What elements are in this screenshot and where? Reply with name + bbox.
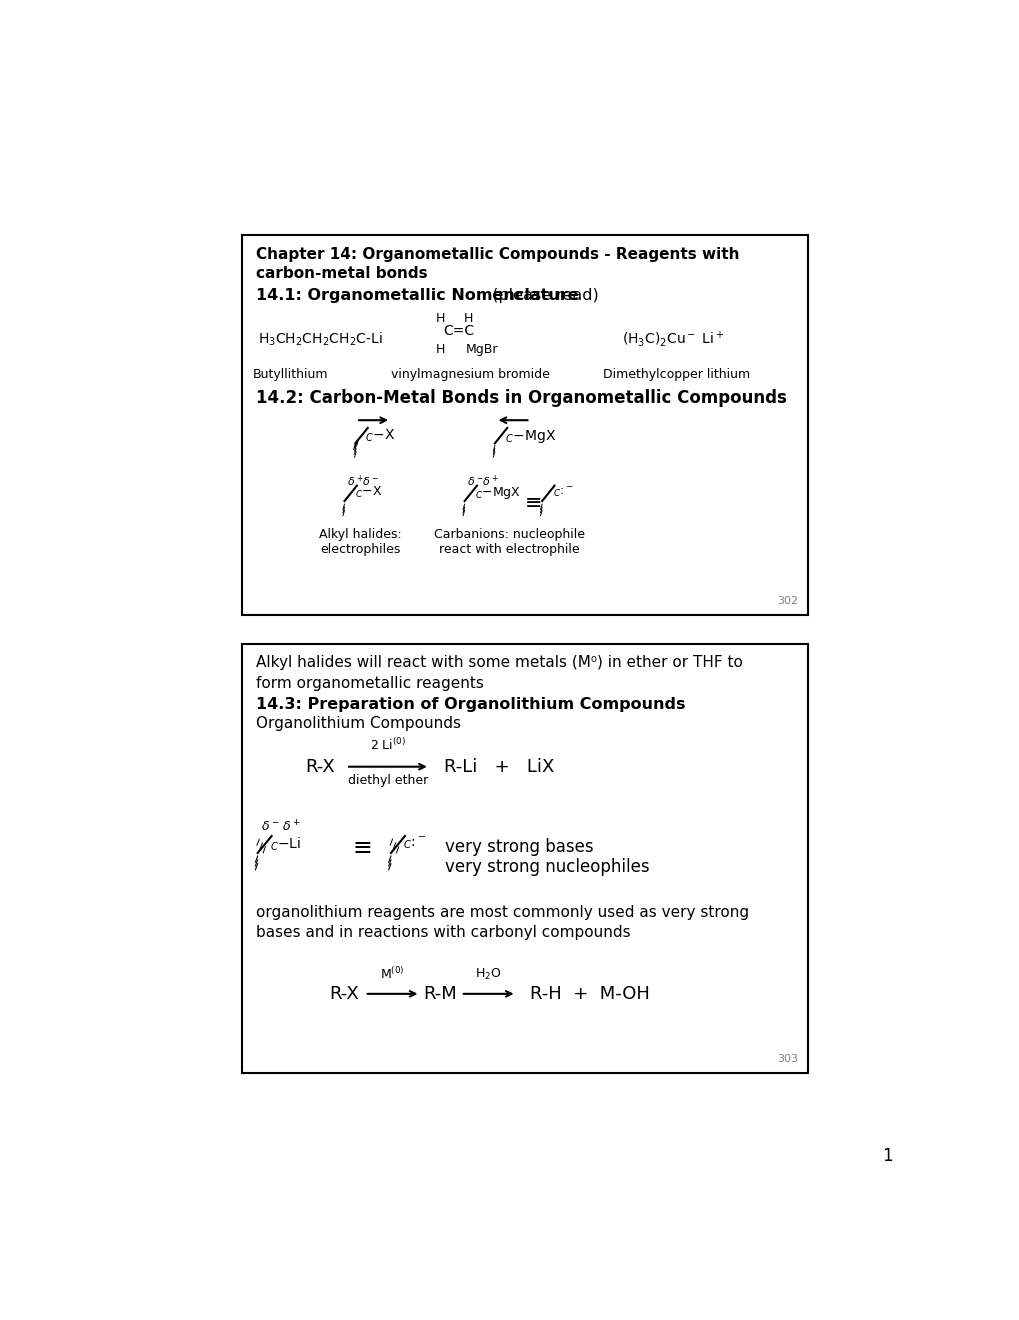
Text: Butyllithium: Butyllithium [253,368,328,381]
Text: 302: 302 [776,595,798,606]
Text: bases and in reactions with carbonyl compounds: bases and in reactions with carbonyl com… [256,925,630,940]
Text: carbon-metal bonds: carbon-metal bonds [256,267,427,281]
Text: 14.2: Carbon-Metal Bonds in Organometallic Compounds: 14.2: Carbon-Metal Bonds in Organometall… [256,389,787,408]
Text: R-M: R-M [423,985,457,1003]
Text: $_C$:$^-$: $_C$:$^-$ [552,484,574,499]
Text: $\delta^-\!\delta^+$: $\delta^-\!\delta^+$ [467,474,498,490]
Text: R-H  +  M-OH: R-H + M-OH [530,985,650,1003]
Text: $\!\!_C$−X: $\!\!_C$−X [366,428,395,445]
Text: (please read): (please read) [487,288,598,302]
Text: $_C$−MgX: $_C$−MgX [475,484,521,500]
Text: H$_3$CH$_2$CH$_2$CH$_2$C-Li: H$_3$CH$_2$CH$_2$CH$_2$C-Li [258,330,382,348]
Text: $\!\!_C$−MgX: $\!\!_C$−MgX [505,428,555,445]
Text: $_C$:$^-$: $_C$:$^-$ [403,836,426,853]
Text: M$^{(0)}$: M$^{(0)}$ [380,966,405,982]
Text: $\equiv$: $\equiv$ [520,491,541,511]
Text: H: H [435,343,445,356]
Text: C=C: C=C [443,323,475,338]
FancyBboxPatch shape [242,644,807,1073]
Text: organolithium reagents are most commonly used as very strong: organolithium reagents are most commonly… [256,906,749,920]
Text: form organometallic reagents: form organometallic reagents [256,676,484,690]
Text: H: H [464,312,473,325]
Text: 2 Li$^{(0)}$: 2 Li$^{(0)}$ [370,737,406,752]
Text: vinylmagnesium bromide: vinylmagnesium bromide [391,368,549,381]
FancyBboxPatch shape [242,235,807,615]
Text: $\delta^+\!\delta^-$: $\delta^+\!\delta^-$ [346,474,379,490]
Text: very strong bases
very strong nucleophiles: very strong bases very strong nucleophil… [445,838,649,876]
Text: 14.1: Organometallic Nomenclature: 14.1: Organometallic Nomenclature [256,288,578,302]
Text: diethyl ether: diethyl ether [347,775,428,788]
Text: Alkyl halides will react with some metals (M⁰) in ether or THF to: Alkyl halides will react with some metal… [256,655,742,671]
Text: $\delta^-\,\delta^+$: $\delta^-\,\delta^+$ [261,818,301,834]
Text: Alkyl halides:
electrophiles: Alkyl halides: electrophiles [318,528,401,556]
Text: $_C$−X: $_C$−X [355,484,382,500]
Text: Chapter 14: Organometallic Compounds - Reagents with: Chapter 14: Organometallic Compounds - R… [256,247,739,261]
Text: R-X: R-X [305,758,334,776]
Text: 303: 303 [776,1053,798,1064]
Text: $_C$−Li: $_C$−Li [270,836,301,854]
Text: Organolithium Compounds: Organolithium Compounds [256,715,461,731]
Text: Carbanions: nucleophile
react with electrophile: Carbanions: nucleophile react with elect… [434,528,585,556]
Text: H$_2$O: H$_2$O [475,966,501,982]
Text: 14.3: Preparation of Organolithium Compounds: 14.3: Preparation of Organolithium Compo… [256,697,685,713]
Text: (H$_3$C)$_2$Cu$^-$ Li$^+$: (H$_3$C)$_2$Cu$^-$ Li$^+$ [622,330,723,350]
Text: MgBr: MgBr [465,343,497,356]
Text: Dimethylcopper lithium: Dimethylcopper lithium [602,368,749,381]
Text: 1: 1 [880,1147,892,1164]
Text: H: H [435,312,445,325]
Text: $\equiv$: $\equiv$ [347,834,372,858]
Text: R-Li   +   LiX: R-Li + LiX [443,758,553,776]
Text: R-X: R-X [329,985,359,1003]
